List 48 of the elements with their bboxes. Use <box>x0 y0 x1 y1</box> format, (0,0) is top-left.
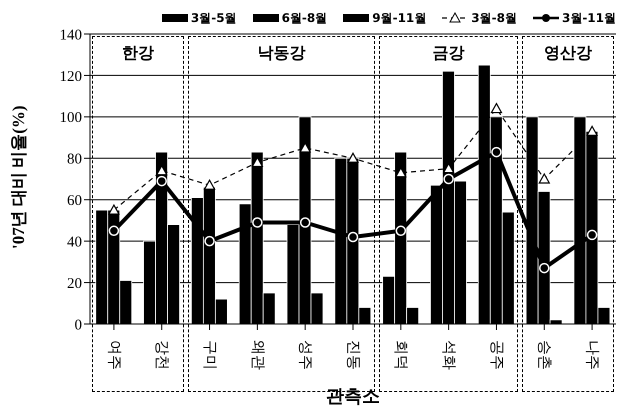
point <box>539 262 550 274</box>
point <box>348 232 358 242</box>
annotation: 한강 <box>118 43 157 62</box>
point <box>204 180 216 190</box>
x-tick-label: 승촌 <box>536 340 554 370</box>
x-tick-label: 성주 <box>297 340 316 370</box>
x-tick-label: 공주 <box>488 340 506 370</box>
point <box>491 146 502 158</box>
y-tick-label: 40 <box>67 234 82 250</box>
point <box>252 217 263 228</box>
annotation: 영산강 <box>541 43 596 62</box>
legend-label: 3월-11월 <box>560 10 616 26</box>
legend-label: 3월-8월 <box>470 10 517 26</box>
y-tick-label: 100 <box>60 110 82 126</box>
point <box>443 163 454 174</box>
x-tick-label: 구미 <box>201 340 220 370</box>
annotation: 낙동강 <box>254 43 308 62</box>
annotation: 금강 <box>430 43 468 62</box>
x-tick-label: 왜관 <box>249 340 268 370</box>
y-tick-label: 60 <box>67 193 82 210</box>
x-tick-label: 회덕 <box>392 340 411 370</box>
x-tick-label: 여주 <box>106 340 124 370</box>
legend-label: 9월-11월 <box>371 10 426 26</box>
x-tick-label: 나주 <box>584 340 602 370</box>
y-tick-label: 120 <box>60 68 82 85</box>
point <box>538 173 550 184</box>
y-tick-label: 20 <box>67 276 82 292</box>
point <box>108 226 120 236</box>
point <box>300 217 310 228</box>
x-tick-label: 석화 <box>440 340 459 370</box>
point <box>347 152 359 163</box>
legend-label: 3월-5월 <box>190 10 237 26</box>
y-axis-title: '07년 대비 비율(%) <box>9 105 28 249</box>
point <box>396 226 406 236</box>
point <box>586 230 598 240</box>
y-tick-label: 0 <box>74 317 82 334</box>
point <box>443 174 454 184</box>
point <box>204 236 215 246</box>
y-tick-label: 80 <box>67 152 82 168</box>
x-tick-label: 강천 <box>154 340 172 370</box>
x-axis-title: 관측소 <box>326 386 380 406</box>
point <box>156 176 167 186</box>
legend-label: 6월-8월 <box>280 10 328 26</box>
x-tick-label: 진동 <box>344 340 363 370</box>
point <box>490 102 502 114</box>
point <box>108 204 120 215</box>
y-tick-label: 140 <box>60 27 82 44</box>
point <box>586 126 598 136</box>
